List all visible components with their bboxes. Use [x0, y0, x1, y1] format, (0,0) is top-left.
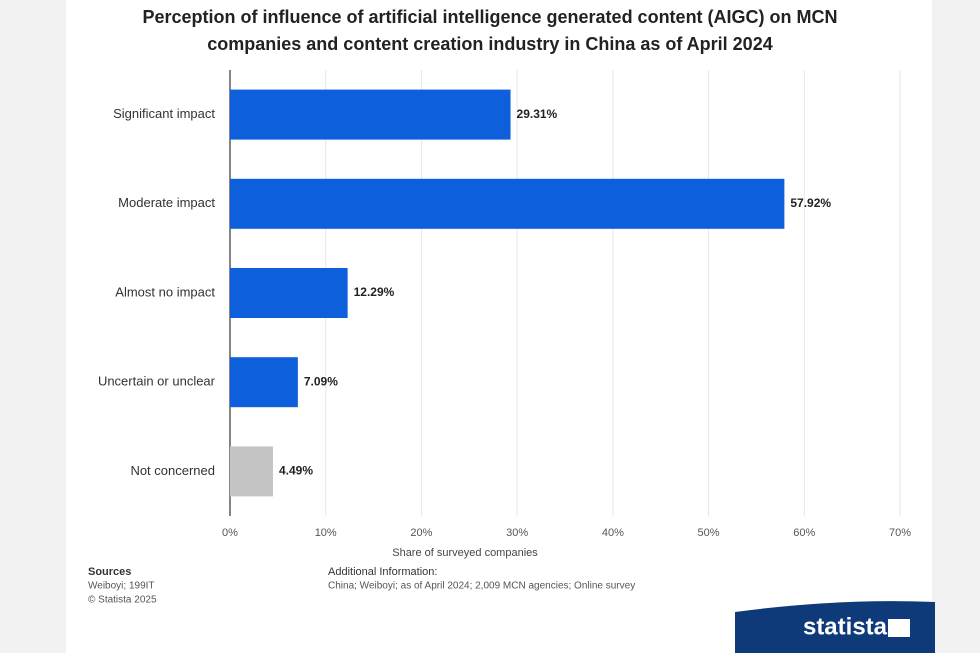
logo: statista [803, 613, 888, 640]
sources-title: Sources [88, 566, 131, 578]
y-tick-label: Significant impact [113, 106, 215, 121]
bar [230, 268, 348, 318]
x-tick-label: 10% [315, 527, 337, 539]
x-tick-label: 40% [602, 527, 624, 539]
chart-title: Perception of influence of artificial in… [142, 7, 838, 54]
value-label: 7.09% [304, 374, 338, 388]
y-tick-label: Moderate impact [118, 195, 215, 210]
x-axis-title: Share of surveyed companies [392, 547, 538, 559]
copyright: © Statista 2025 [88, 595, 157, 606]
bar [230, 357, 298, 408]
bar [230, 178, 785, 229]
x-tick-label: 0% [222, 527, 238, 539]
additional-info: China; Weiboyi; as of April 2024; 2,009 … [328, 581, 635, 592]
y-tick-label: Not concerned [130, 463, 215, 478]
y-tick-label: Almost no impact [115, 284, 215, 299]
value-label: 12.29% [354, 285, 395, 299]
logo-icon [888, 619, 910, 637]
x-tick-label: 50% [698, 527, 720, 539]
x-tick-label: 60% [793, 527, 815, 539]
value-label: 57.92% [790, 196, 831, 210]
x-tick-label: 30% [506, 527, 528, 539]
logo-band [735, 601, 935, 653]
value-label: 29.31% [517, 107, 558, 121]
additional-info-title: Additional Information: [328, 566, 437, 578]
x-tick-label: 20% [410, 527, 432, 539]
value-label: 4.49% [279, 464, 313, 478]
x-tick-label: 70% [889, 527, 911, 539]
sources: Weiboyi; 199IT [88, 581, 155, 592]
bar [230, 446, 273, 497]
bar [230, 89, 511, 140]
y-tick-label: Uncertain or unclear [98, 374, 216, 389]
